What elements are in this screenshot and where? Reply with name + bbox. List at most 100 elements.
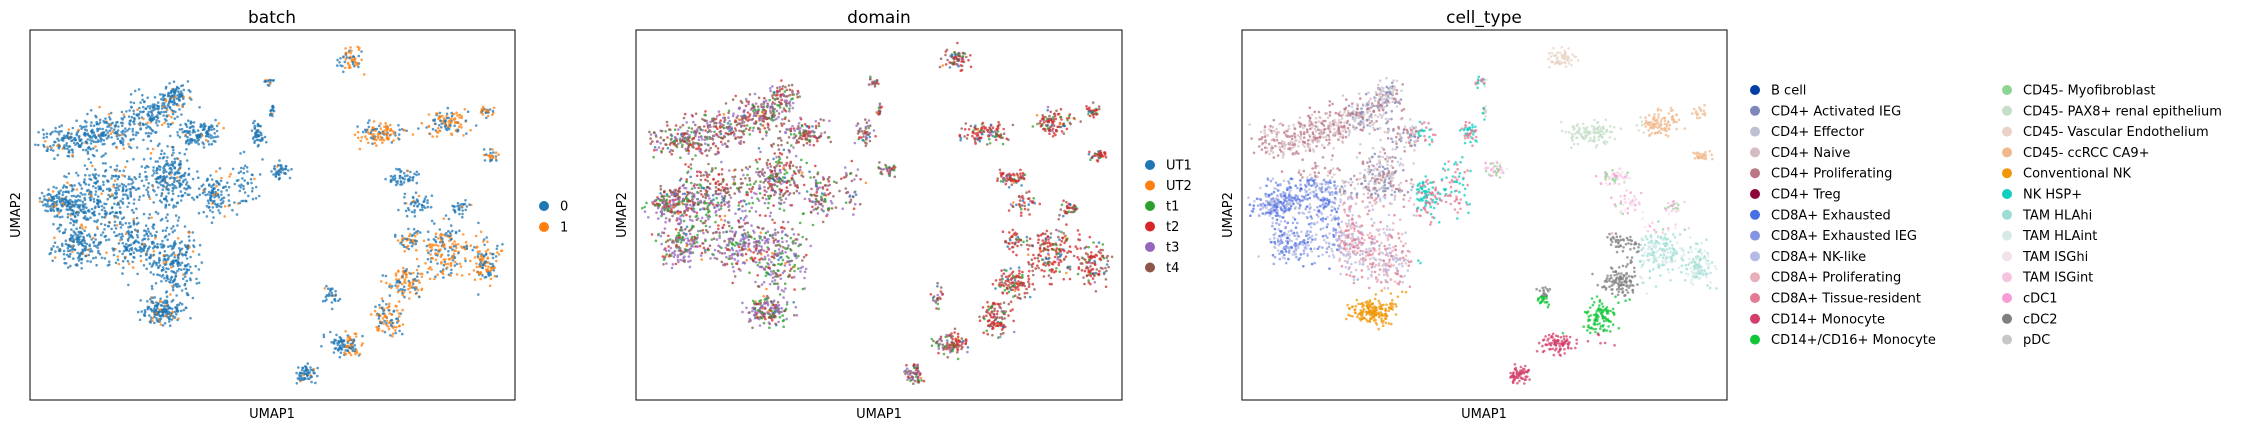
legend-marker	[1750, 147, 1760, 158]
x-axis-label: UMAP1	[856, 407, 902, 422]
panel-batch: batch UMAP1 UMAP2 01	[9, 8, 568, 422]
legend-item: TAM HLAhi	[2002, 208, 2092, 223]
panel-domain: domain UMAP1 UMAP2 UT1 UT2 t1 t2 t3 t4	[615, 8, 1192, 422]
legend-label: CD4+ Naive	[1771, 146, 1850, 161]
legend-label: CD8A+ Tissue-resident	[1771, 292, 1921, 307]
legend-item: TAM ISGhi	[2002, 250, 2088, 265]
legend-label: CD45- ccRCC CA9+	[2023, 146, 2150, 161]
legend-label: CD45- PAX8+ renal epithelium	[2023, 104, 2222, 119]
legend-label: cDC1	[2023, 292, 2058, 307]
legend-item: Conventional NK	[2002, 167, 2132, 182]
legend: B cell CD4+ Activated IEG CD4+ Effector CD4…	[1750, 84, 2222, 348]
legend-label: t3	[1166, 241, 1179, 256]
legend-item: CD4+ Treg	[1750, 188, 1841, 203]
legend-item: UT1	[1145, 159, 1192, 174]
chart-title: domain	[847, 8, 911, 28]
y-axis-label: UMAP2	[1221, 192, 1236, 238]
legend: 01	[539, 200, 568, 236]
legend-item: t3	[1145, 241, 1179, 256]
legend-label: TAM HLAhi	[2022, 208, 2092, 223]
legend-marker	[1750, 334, 1760, 345]
legend-item: CD4+ Naive	[1750, 146, 1850, 161]
legend-item: CD4+ Effector	[1750, 125, 1865, 140]
legend-marker	[2002, 251, 2012, 262]
legend-item: cDC1	[2002, 292, 2058, 307]
legend-label: t4	[1166, 261, 1179, 276]
legend-marker	[1750, 85, 1760, 95]
legend-label: UT1	[1166, 159, 1192, 174]
legend-item: CD14+/CD16+ Monocyte	[1750, 333, 1936, 348]
legend-item: 0	[539, 200, 568, 215]
legend-item: TAM ISGint	[2002, 271, 2093, 286]
legend-marker	[1145, 262, 1155, 273]
legend-marker	[1145, 201, 1155, 211]
legend-item: NK HSP+	[2002, 188, 2082, 203]
legend-item: CD45- Vascular Endothelium	[2002, 125, 2209, 140]
legend-marker	[1750, 251, 1760, 262]
legend-label: CD8A+ Exhausted	[1771, 208, 1891, 223]
legend-label: CD14+ Monocyte	[1771, 312, 1885, 327]
legend-marker	[2002, 105, 2012, 116]
legend-label: UT2	[1166, 179, 1192, 194]
plot-frame	[1241, 29, 1728, 401]
legend-item: CD8A+ Exhausted IEG	[1750, 229, 1917, 244]
legend-marker	[2002, 272, 2012, 283]
legend-marker	[1750, 126, 1760, 137]
legend-label: NK HSP+	[2023, 188, 2082, 203]
legend-marker	[2002, 126, 2012, 137]
legend-label: CD8A+ Exhausted IEG	[1771, 229, 1917, 244]
legend-marker	[1750, 168, 1760, 179]
legend-item: pDC	[2002, 333, 2050, 348]
legend-item: CD14+ Monocyte	[1750, 312, 1885, 327]
legend-marker	[1750, 313, 1760, 324]
y-axis-label: UMAP2	[615, 192, 630, 238]
legend-marker	[1145, 242, 1155, 252]
legend-item: CD8A+ Tissue-resident	[1750, 292, 1921, 307]
legend-item: TAM HLAint	[2002, 229, 2097, 244]
legend-label: CD8A+ Proliferating	[1771, 271, 1901, 286]
legend-marker	[539, 222, 549, 232]
legend-label: CD8A+ NK-like	[1771, 250, 1866, 265]
legend: UT1 UT2 t1 t2 t3 t4	[1145, 159, 1192, 276]
legend-marker	[1750, 189, 1760, 199]
legend-item: cDC2	[2002, 312, 2058, 327]
panel-cell-type: cell_type UMAP1 UMAP2 B cell CD4+ Activat…	[1221, 8, 2222, 422]
legend-label: CD45- Myofibroblast	[2023, 84, 2155, 99]
legend-label: CD14+/CD16+ Monocyte	[1771, 333, 1936, 348]
legend-item: t1	[1145, 200, 1179, 215]
umap-scatter	[1247, 46, 1718, 385]
legend-label: TAM ISGhi	[2022, 250, 2088, 265]
legend-item: t2	[1145, 220, 1179, 235]
plot-frame	[635, 29, 1123, 401]
legend-marker	[2002, 230, 2012, 241]
legend-label: CD4+ Proliferating	[1771, 167, 1892, 182]
legend-marker	[1750, 230, 1760, 241]
legend-marker	[1145, 160, 1155, 170]
legend-item: CD8A+ NK-like	[1750, 250, 1866, 265]
legend-item: CD8A+ Exhausted	[1750, 208, 1891, 223]
chart-title: cell_type	[1446, 8, 1522, 28]
legend-item: B cell	[1750, 84, 1806, 99]
legend-label: pDC	[2023, 333, 2050, 348]
legend-marker	[2002, 334, 2012, 345]
legend-label: cDC2	[2023, 312, 2058, 327]
legend-marker	[2002, 189, 2012, 199]
legend-marker	[1145, 221, 1155, 232]
plot-frame	[29, 29, 516, 401]
legend-label: CD4+ Treg	[1771, 188, 1841, 203]
legend-marker	[1750, 293, 1760, 303]
chart-title: batch	[248, 8, 296, 28]
legend-label: TAM HLAint	[2022, 229, 2097, 244]
legend-label: t1	[1166, 200, 1179, 215]
y-axis-label: UMAP2	[9, 192, 24, 238]
legend-marker	[539, 201, 549, 211]
legend-label: TAM ISGint	[2022, 271, 2093, 286]
legend-marker	[2002, 209, 2012, 220]
legend-marker	[2002, 168, 2012, 179]
legend-marker	[2002, 293, 2012, 303]
legend-marker	[1145, 180, 1155, 191]
legend-marker	[2002, 85, 2012, 95]
legend-item: CD4+ Proliferating	[1750, 167, 1892, 182]
legend-label: Conventional NK	[2023, 167, 2132, 182]
